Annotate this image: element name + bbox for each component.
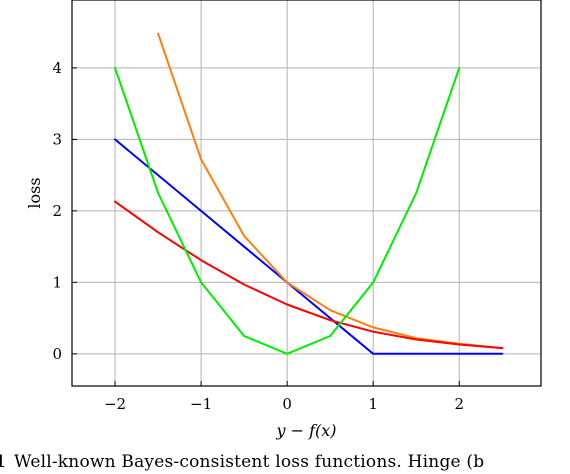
tick-marks <box>72 67 460 386</box>
caption-figure-number: 1 <box>0 452 6 472</box>
y-tick-label: 1 <box>52 273 62 291</box>
plot-frame <box>71 0 542 387</box>
y-tick-label: 0 <box>52 345 62 363</box>
series-line-4 <box>114 66 461 355</box>
series-line-3 <box>114 200 504 350</box>
x-axis-label: y − f(x) <box>275 421 336 440</box>
x-tick-label: 1 <box>368 395 378 413</box>
loss-chart: y − f(x) loss −2 −1 0 1 2 0 1 2 3 4 <box>25 0 542 440</box>
y-tick-label: 2 <box>52 202 62 220</box>
x-tick-label: 0 <box>282 395 292 413</box>
caption-text: Well-known Bayes-consistent loss functio… <box>14 452 485 472</box>
x-tick-label: 2 <box>454 395 464 413</box>
grid-lines <box>72 0 541 386</box>
series-line-2 <box>157 32 504 350</box>
x-tick-label: −2 <box>104 395 126 413</box>
x-tick-label: −1 <box>190 395 212 413</box>
figure-caption: 1 Well-known Bayes-consistent loss functi… <box>0 452 570 474</box>
y-tick-label: 3 <box>52 130 62 148</box>
y-tick-label: 4 <box>52 59 62 77</box>
series-line-1 <box>114 138 504 355</box>
y-axis-label: loss <box>25 177 44 208</box>
series-group <box>114 32 504 355</box>
